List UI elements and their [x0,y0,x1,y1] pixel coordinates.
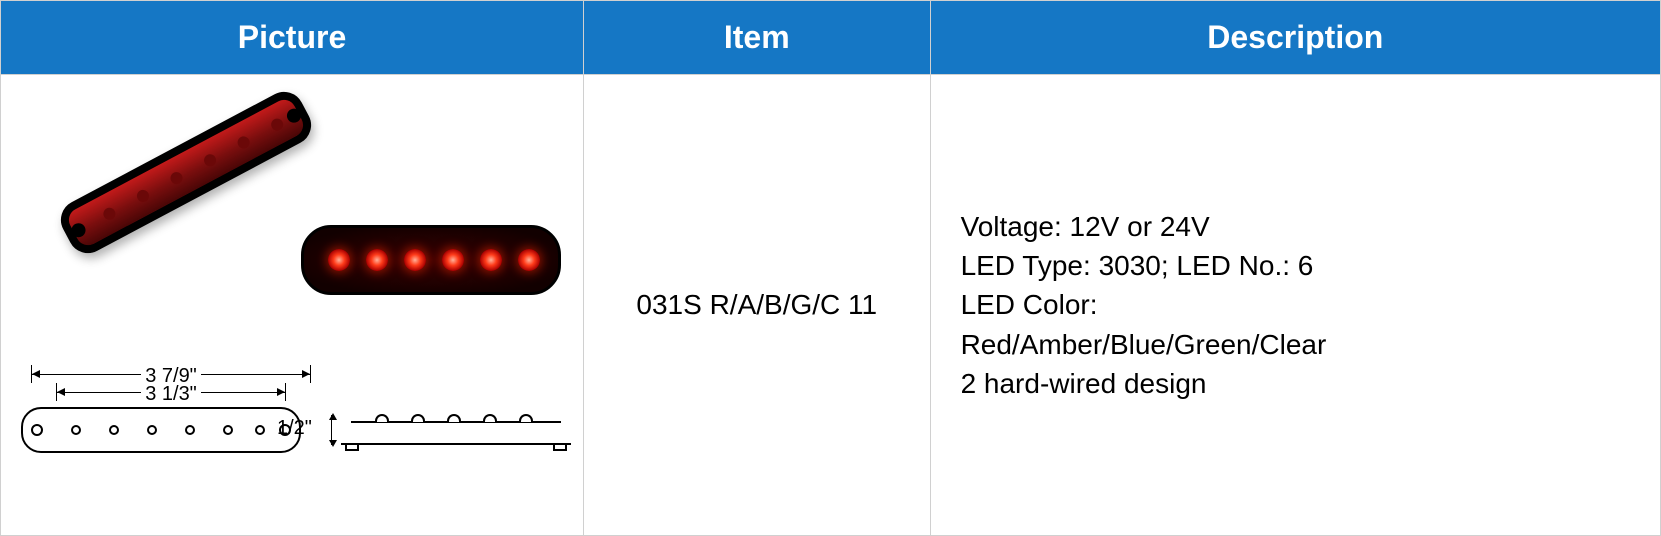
cell-description: Voltage: 12V or 24V LED Type: 3030; LED … [930,75,1660,536]
desc-line: 2 hard-wired design [961,364,1630,403]
cell-item: 031S R/A/B/G/C 11 [583,75,930,536]
led-bar-lit-icon [301,225,561,295]
col-header-picture: Picture [1,1,584,75]
desc-line: LED Type: 3030; LED No.: 6 [961,246,1630,285]
desc-line: Voltage: 12V or 24V [961,207,1630,246]
item-code: 031S R/A/B/G/C 11 [636,289,877,320]
product-spec-table: Picture Item Description [0,0,1661,536]
table-row: 3 7/9" 3 1/3" [1,75,1661,536]
product-picture: 3 7/9" 3 1/3" [21,95,561,525]
led-bar-angled-icon [54,85,318,260]
desc-line: LED Color: [961,285,1630,324]
desc-line: Red/Amber/Blue/Green/Clear [961,325,1630,364]
cell-picture: 3 7/9" 3 1/3" [1,75,584,536]
table-header-row: Picture Item Description [1,1,1661,75]
dimension-side-view-icon: 1/2" [321,415,571,445]
dimension-front-view-icon: 3 7/9" 3 1/3" [21,365,321,453]
col-header-desc: Description [930,1,1660,75]
dim-height: 1/2" [277,417,312,440]
dim-inner-width: 3 1/3" [141,383,201,406]
col-header-item: Item [583,1,930,75]
